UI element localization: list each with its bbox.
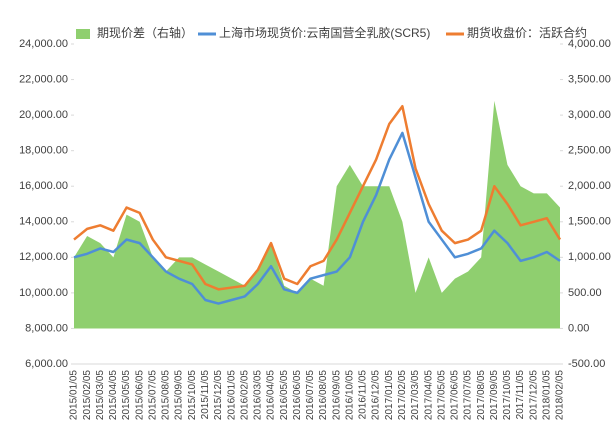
y-tick-label: 24,000.00 — [19, 38, 68, 50]
x-tick-label: 2017/10/05 — [502, 370, 513, 420]
legend-swatch — [76, 29, 90, 39]
y2-tick-label: 4,000.00 — [568, 38, 611, 50]
y2-tick-label: 3,500.00 — [568, 73, 611, 85]
x-tick-label: 2017/12/05 — [528, 370, 539, 420]
y2-tick-label: 3,000.00 — [568, 109, 611, 121]
x-tick-label: 2016/02/05 — [239, 370, 250, 420]
x-tick-label: 2015/10/05 — [187, 370, 198, 420]
x-tick-label: 2015/01/05 — [69, 370, 80, 420]
y2-tick-label: 2,000.00 — [568, 180, 611, 192]
x-tick-label: 2017/03/05 — [410, 370, 421, 420]
x-tick-label: 2017/05/05 — [436, 370, 447, 420]
legend-label: 期现价差（右轴） — [97, 25, 193, 40]
x-tick-label: 2016/07/05 — [305, 370, 316, 420]
y-tick-label: 10,000.00 — [19, 287, 68, 299]
x-tick-label: 2017/06/05 — [450, 370, 461, 420]
x-tick-label: 2015/08/05 — [161, 370, 172, 420]
x-tick-label: 2015/02/05 — [82, 370, 93, 420]
y-tick-label: 8,000.00 — [25, 322, 68, 334]
x-tick-label: 2016/01/05 — [226, 370, 237, 420]
x-tick-label: 2016/08/05 — [318, 370, 329, 420]
x-tick-label: 2015/04/05 — [108, 370, 119, 420]
x-tick-label: 2016/11/05 — [358, 370, 369, 420]
y-tick-label: 22,000.00 — [19, 73, 68, 85]
x-tick-label: 2017/02/05 — [397, 370, 408, 420]
y2-tick-label: -500.00 — [568, 358, 605, 370]
y-tick-label: 16,000.00 — [19, 180, 68, 192]
x-tick-label: 2016/09/05 — [331, 370, 342, 420]
y2-tick-label: 1,500.00 — [568, 216, 611, 228]
y2-tick-label: 1,000.00 — [568, 251, 611, 263]
x-tick-label: 2015/07/05 — [147, 370, 158, 420]
legend-item: 期现价差（右轴） — [76, 25, 193, 40]
x-tick-label: 2017/07/05 — [463, 370, 474, 420]
x-tick-label: 2018/01/05 — [542, 370, 553, 420]
legend-label: 期货收盘价：活跃合约 — [467, 25, 587, 40]
x-tick-label: 2016/12/05 — [371, 370, 382, 420]
y2-tick-label: 0.00 — [568, 322, 589, 334]
y-tick-label: 12,000.00 — [19, 251, 68, 263]
x-tick-label: 2015/12/05 — [213, 370, 224, 420]
x-tick-label: 2016/03/05 — [253, 370, 264, 420]
line — [73, 131, 561, 305]
x-tick-label: 2017/04/05 — [423, 370, 434, 420]
y2-tick-label: 2,500.00 — [568, 145, 611, 157]
legend-item: 上海市场现货价:云南国营全乳胶(SCR5) — [198, 25, 430, 40]
x-tick-label: 2015/05/05 — [121, 370, 132, 420]
x-tick-label: 2016/06/05 — [292, 370, 303, 420]
y-tick-label: 14,000.00 — [19, 216, 68, 228]
x-tick-label: 2017/08/05 — [476, 370, 487, 420]
y-tick-label: 18,000.00 — [19, 145, 68, 157]
legend-item: 期货收盘价：活跃合约 — [446, 25, 587, 40]
x-tick-label: 2016/10/05 — [344, 370, 355, 420]
x-tick-label: 2015/03/05 — [95, 370, 106, 420]
x-tick-label: 2015/06/05 — [134, 370, 145, 420]
x-tick-label: 2016/05/05 — [279, 370, 290, 420]
x-tick-label: 2016/04/05 — [266, 370, 277, 420]
x-tick-label: 2017/01/05 — [384, 370, 395, 420]
x-tick-label: 2015/09/05 — [174, 370, 185, 420]
x-tick-label: 2017/11/05 — [515, 370, 526, 420]
legend-label: 上海市场现货价:云南国营全乳胶(SCR5) — [219, 25, 430, 40]
y-tick-label: 6,000.00 — [25, 358, 68, 370]
x-tick-label: 2017/09/05 — [489, 370, 500, 420]
x-tick-label: 2018/02/05 — [555, 370, 566, 420]
y2-tick-label: 500.00 — [568, 287, 602, 299]
line — [73, 104, 562, 291]
y-tick-label: 20,000.00 — [19, 109, 68, 121]
x-tick-label: 2015/11/05 — [200, 370, 211, 420]
